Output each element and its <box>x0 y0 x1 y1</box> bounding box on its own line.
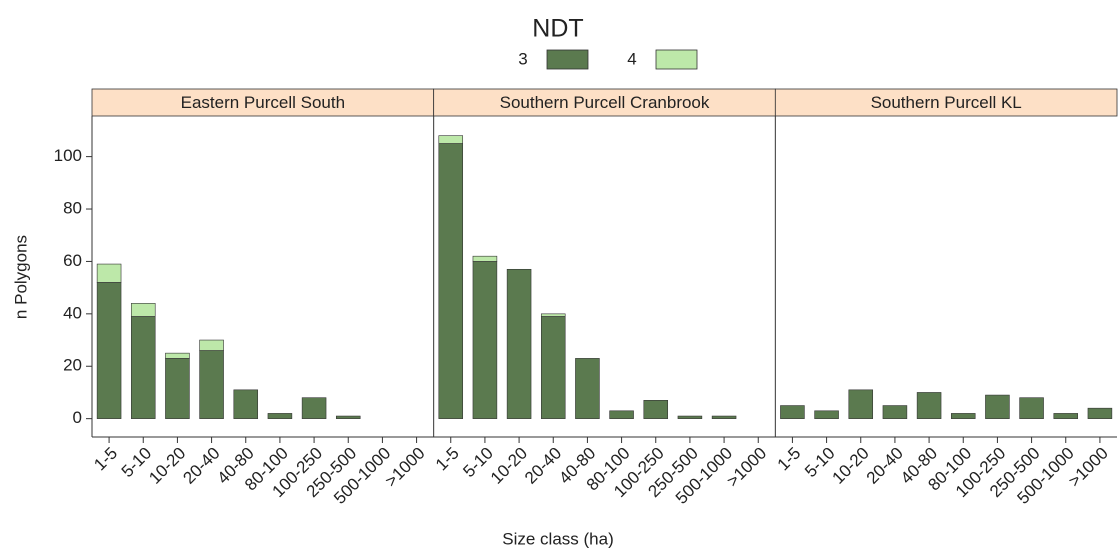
y-axis-label: n Polygons <box>11 235 30 319</box>
legend-swatch <box>546 49 589 70</box>
bar-segment <box>1087 407 1113 419</box>
bar-segment <box>950 413 976 419</box>
x-tick-label: 20-40 <box>863 444 907 488</box>
bar-segment <box>540 316 566 419</box>
bar-segment <box>335 415 361 419</box>
bar-segment <box>1019 397 1044 419</box>
bar-segment <box>814 410 839 419</box>
x-tick-label: 1-5 <box>90 444 121 475</box>
x-tick-label: 10-20 <box>145 444 189 488</box>
x-tick-label: 10-20 <box>829 444 873 488</box>
bar-segment <box>165 358 190 419</box>
bar-segment <box>1053 413 1079 419</box>
facet-title: Southern Purcell Cranbrook <box>500 93 710 112</box>
bar-segment <box>677 415 703 419</box>
bar-segment <box>267 413 293 419</box>
bar-segment <box>609 410 634 419</box>
bar-segment <box>882 405 908 419</box>
strip <box>433 88 776 117</box>
bar-segment <box>780 405 805 419</box>
x-tick-label: >1000 <box>1065 444 1112 491</box>
x-axis-label: Size class (ha) <box>502 529 613 548</box>
bar-segment <box>130 303 156 317</box>
x-tick-label: 1-5 <box>774 444 805 475</box>
y-tick-label: 40 <box>63 303 82 322</box>
x-tick-label: 20-40 <box>179 444 223 488</box>
bar-segment <box>438 143 464 419</box>
y-tick-label: 0 <box>73 408 82 427</box>
bar-segment <box>130 316 156 419</box>
legend-swatch <box>655 49 698 70</box>
bar-segment <box>301 397 327 419</box>
bar-segment <box>643 400 669 419</box>
y-tick-label: 20 <box>63 356 82 375</box>
bar-segment <box>165 352 190 359</box>
bar-segment <box>472 261 498 419</box>
bar-segment <box>96 282 122 419</box>
legend-label: 3 <box>518 49 527 68</box>
bar-segment <box>506 268 532 419</box>
facet-title: Southern Purcell KL <box>871 93 1022 112</box>
x-tick-label: >1000 <box>381 444 428 491</box>
x-tick-label: 10-20 <box>487 444 531 488</box>
y-tick-label: 100 <box>54 146 82 165</box>
strip <box>91 88 435 117</box>
bar-segment <box>916 392 942 419</box>
bar-segment <box>711 415 737 419</box>
legend-label: 4 <box>627 49 636 68</box>
bar-segment <box>848 389 874 419</box>
x-tick-label: >1000 <box>723 444 770 491</box>
bar-segment <box>199 339 224 351</box>
strip <box>774 88 1118 117</box>
bar-segment <box>199 350 224 419</box>
x-tick-label: 1-5 <box>432 444 463 475</box>
bar-segment <box>472 255 498 262</box>
bar-segment <box>985 394 1010 419</box>
facet-title: Eastern Purcell South <box>181 93 345 112</box>
x-tick-label: 20-40 <box>521 444 565 488</box>
y-tick-label: 80 <box>63 199 82 218</box>
bar-segment <box>233 389 259 419</box>
bar-segment <box>540 313 566 317</box>
y-tick-label: 60 <box>63 251 82 270</box>
bar-segment <box>96 263 122 283</box>
legend-title: NDT <box>532 15 583 43</box>
bar-segment <box>438 135 464 144</box>
bar-segment <box>575 358 600 419</box>
